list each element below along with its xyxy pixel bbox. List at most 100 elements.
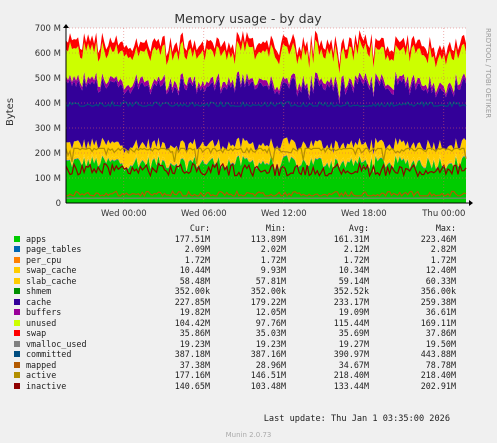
y-tick-label: 0 [56, 199, 61, 209]
legend-min: 146.51M [250, 370, 286, 380]
legend-rows: apps 177.51M 113.89M 161.31M 223.46M page_tab… [12, 234, 490, 392]
header-min: Min: [265, 223, 286, 233]
legend-swatch [14, 351, 20, 357]
x-tick-label: Wed 12:00 [261, 209, 307, 219]
legend-swatch [14, 319, 20, 326]
legend-min: 35.03M [255, 328, 286, 338]
legend-label: vmalloc_used [26, 338, 87, 349]
legend-max: 60.33M [425, 275, 456, 286]
axes [63, 24, 473, 206]
x-tick-label: Wed 18:00 [341, 209, 387, 219]
legend-max: 218.40M [420, 370, 456, 380]
legend-swatch [14, 256, 20, 263]
area-unused [66, 39, 466, 99]
legend-max: 36.61M [425, 307, 456, 317]
legend-label: swap_cache [26, 265, 77, 275]
y-axis-label: Bytes [5, 98, 16, 126]
legend-max: 1.72M [430, 254, 456, 265]
line-committed [65, 100, 467, 108]
legend-min: 113.89M [250, 233, 286, 244]
legend-row-buffers: buffers 19.82M 12.05M 19.09M 36.61M [12, 307, 490, 318]
legend-swatch [14, 361, 20, 368]
legend-label: active [26, 370, 57, 380]
legend-avg: 34.67M [338, 359, 369, 370]
legend-label: per_cpu [26, 254, 62, 265]
legend-cur: 19.23M [179, 338, 210, 349]
legend-label: shmem [26, 286, 52, 296]
legend-min: 19.23M [255, 338, 286, 349]
legend-cur: 1.72M [184, 254, 210, 265]
area-buffers [66, 71, 466, 104]
legend-swatch [14, 277, 20, 284]
x-tick-label: Wed 00:00 [101, 209, 147, 219]
grid-lines [66, 27, 466, 203]
legend-cur: 177.51M [174, 233, 210, 244]
legend-row-swap_cache: swap_cache 10.44M 9.93M 10.34M 12.40M [12, 265, 490, 276]
line-inactive [65, 161, 467, 179]
legend-row-slab_cache: slab_cache 58.48M 57.81M 59.14M 60.33M [12, 276, 490, 287]
legend-swatch [14, 309, 20, 315]
legend-row-cache: cache 227.85M 179.22M 233.17M 259.38M [12, 297, 490, 308]
area-cache [66, 74, 466, 155]
legend-label: mapped [26, 359, 57, 370]
x-axis-ticks: Wed 00:00 Wed 06:00 Wed 12:00 Wed 18:00 Thu … [101, 209, 465, 219]
stacked-areas [66, 30, 466, 203]
line-mapped [65, 189, 467, 198]
legend-min: 1.72M [260, 254, 286, 265]
legend-label: apps [26, 233, 47, 244]
legend-row-inactive: inactive 140.65M 103.48M 133.44M 202.91M [12, 381, 490, 392]
legend-swatch [14, 288, 20, 294]
legend-swatch [14, 246, 20, 252]
legend-label: page_tables [26, 244, 82, 254]
legend-cur: 10.44M [179, 265, 210, 275]
legend-row-vmalloc_used: vmalloc_used 19.23M 19.23M 19.27M 19.50M [12, 339, 490, 350]
y-axis-ticks: 0 100 M 200 M 300 M 400 M 500 M 600 M 700 M [35, 24, 61, 209]
legend-avg: 233.17M [333, 296, 369, 307]
legend-min: 57.81M [255, 275, 286, 286]
legend-avg: 352.52k [333, 286, 369, 296]
legend-avg: 115.44M [333, 317, 369, 328]
legend-min: 97.76M [255, 317, 286, 328]
legend-label: inactive [26, 380, 67, 391]
legend-cur: 58.48M [179, 275, 210, 286]
legend-cur: 35.86M [179, 328, 210, 338]
legend-avg: 35.69M [338, 328, 369, 338]
area-slab_cache [66, 137, 466, 170]
series-lines [65, 100, 467, 199]
legend-cur: 140.65M [174, 380, 210, 391]
legend-cur: 19.82M [179, 307, 210, 317]
x-axis-arrow [469, 200, 473, 206]
legend-avg: 218.40M [333, 370, 369, 380]
y-tick-label: 700 M [35, 24, 61, 34]
line-active [65, 146, 467, 165]
legend-max: 19.50M [425, 338, 456, 349]
y-tick-label: 300 M [35, 124, 61, 134]
legend-label: slab_cache [26, 275, 77, 286]
legend-max: 78.78M [425, 359, 456, 370]
legend-swatch [14, 382, 20, 389]
area-swap [66, 30, 466, 74]
legend-cur: 104.42M [174, 317, 210, 328]
legend-label: buffers [26, 307, 62, 317]
legend-min: 12.05M [255, 307, 286, 317]
legend-avg: 19.27M [338, 338, 369, 349]
legend-min: 28.96M [255, 359, 286, 370]
legend-avg: 390.97M [333, 349, 369, 359]
legend-cur: 2.09M [184, 244, 210, 254]
x-tick-label: Wed 06:00 [181, 209, 227, 219]
chart-title: Memory usage - by day [174, 11, 322, 26]
legend-min: 2.02M [260, 244, 286, 254]
legend-row-unused: unused 104.42M 97.76M 115.44M 169.11M [12, 318, 490, 329]
legend-row-per_cpu: per_cpu 1.72M 1.72M 1.72M 1.72M [12, 255, 490, 266]
y-tick-label: 100 M [35, 174, 61, 184]
y-axis-arrow [63, 24, 69, 28]
legend-swatch [14, 298, 20, 305]
legend-label: committed [26, 349, 72, 359]
header-cur: Cur: [189, 223, 210, 233]
legend-min: 103.48M [250, 380, 286, 391]
legend-max: 169.11M [420, 317, 456, 328]
y-tick-label: 600 M [35, 49, 61, 59]
legend-avg: 133.44M [333, 380, 369, 391]
legend-max: 259.38M [420, 296, 456, 307]
